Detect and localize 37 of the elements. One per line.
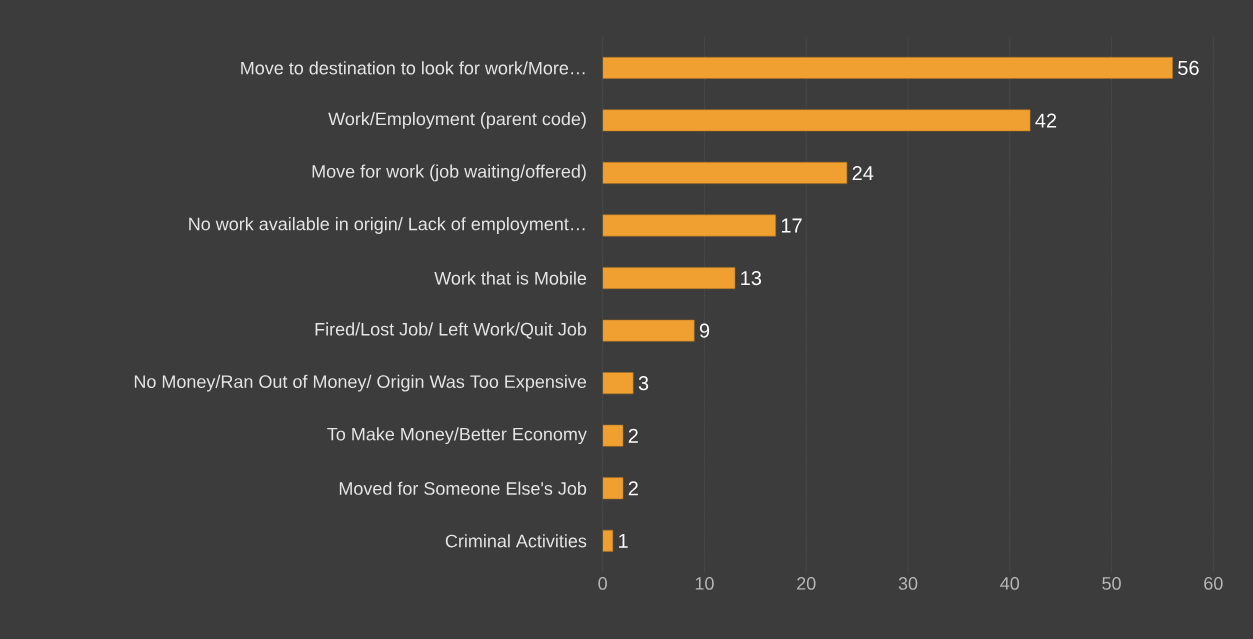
x-tick-label: 40 bbox=[1000, 577, 1020, 590]
data-label: 42 bbox=[1035, 113, 1057, 128]
bar bbox=[602, 319, 695, 342]
y-tick-label: No work available in origin/ Lack of employment… bbox=[189, 217, 585, 234]
x-tick-label: 60 bbox=[1204, 577, 1223, 590]
y-tick-label: Work that is Mobile bbox=[434, 271, 587, 285]
y-tick-label: Move to destination to look for work/More… bbox=[241, 61, 585, 75]
data-label: 2 bbox=[628, 481, 638, 496]
y-tick-label: Move for work (job waiting/offered) bbox=[312, 164, 586, 182]
data-label: 24 bbox=[852, 165, 874, 180]
bar bbox=[602, 267, 736, 289]
bar bbox=[602, 477, 624, 500]
data-label: 1 bbox=[619, 533, 628, 548]
x-tick-label: 20 bbox=[797, 577, 816, 590]
bar bbox=[602, 372, 634, 395]
data-label: 3 bbox=[638, 376, 649, 391]
y-tick-label: Work/Employment (parent code) bbox=[328, 112, 586, 129]
bar bbox=[602, 56, 1173, 79]
data-label: 17 bbox=[781, 218, 802, 233]
data-label: 13 bbox=[741, 270, 762, 286]
data-label: 56 bbox=[1178, 60, 1199, 75]
bar bbox=[602, 162, 848, 184]
x-tick-label: 0 bbox=[598, 577, 607, 590]
bar bbox=[602, 424, 624, 447]
bar bbox=[602, 109, 1031, 132]
x-tick-label: 50 bbox=[1102, 577, 1121, 590]
y-tick-label: Fired/Lost Job/ Left Work/Quit Job bbox=[315, 322, 587, 339]
data-label: 9 bbox=[699, 323, 710, 338]
y-tick-label: No Money/Ran Out of Money/ Origin Was Too Expensive bbox=[134, 374, 587, 392]
bar bbox=[602, 214, 776, 237]
x-tick-label: 30 bbox=[898, 577, 918, 590]
bar bbox=[602, 529, 614, 552]
y-tick-label: Moved for Someone Else's Job bbox=[339, 481, 587, 495]
y-tick-label: Criminal Activities bbox=[445, 534, 587, 548]
x-tick-label: 10 bbox=[695, 577, 714, 590]
y-tick-label: To Make Money/Better Economy bbox=[327, 427, 587, 445]
data-label: 2 bbox=[628, 428, 638, 443]
